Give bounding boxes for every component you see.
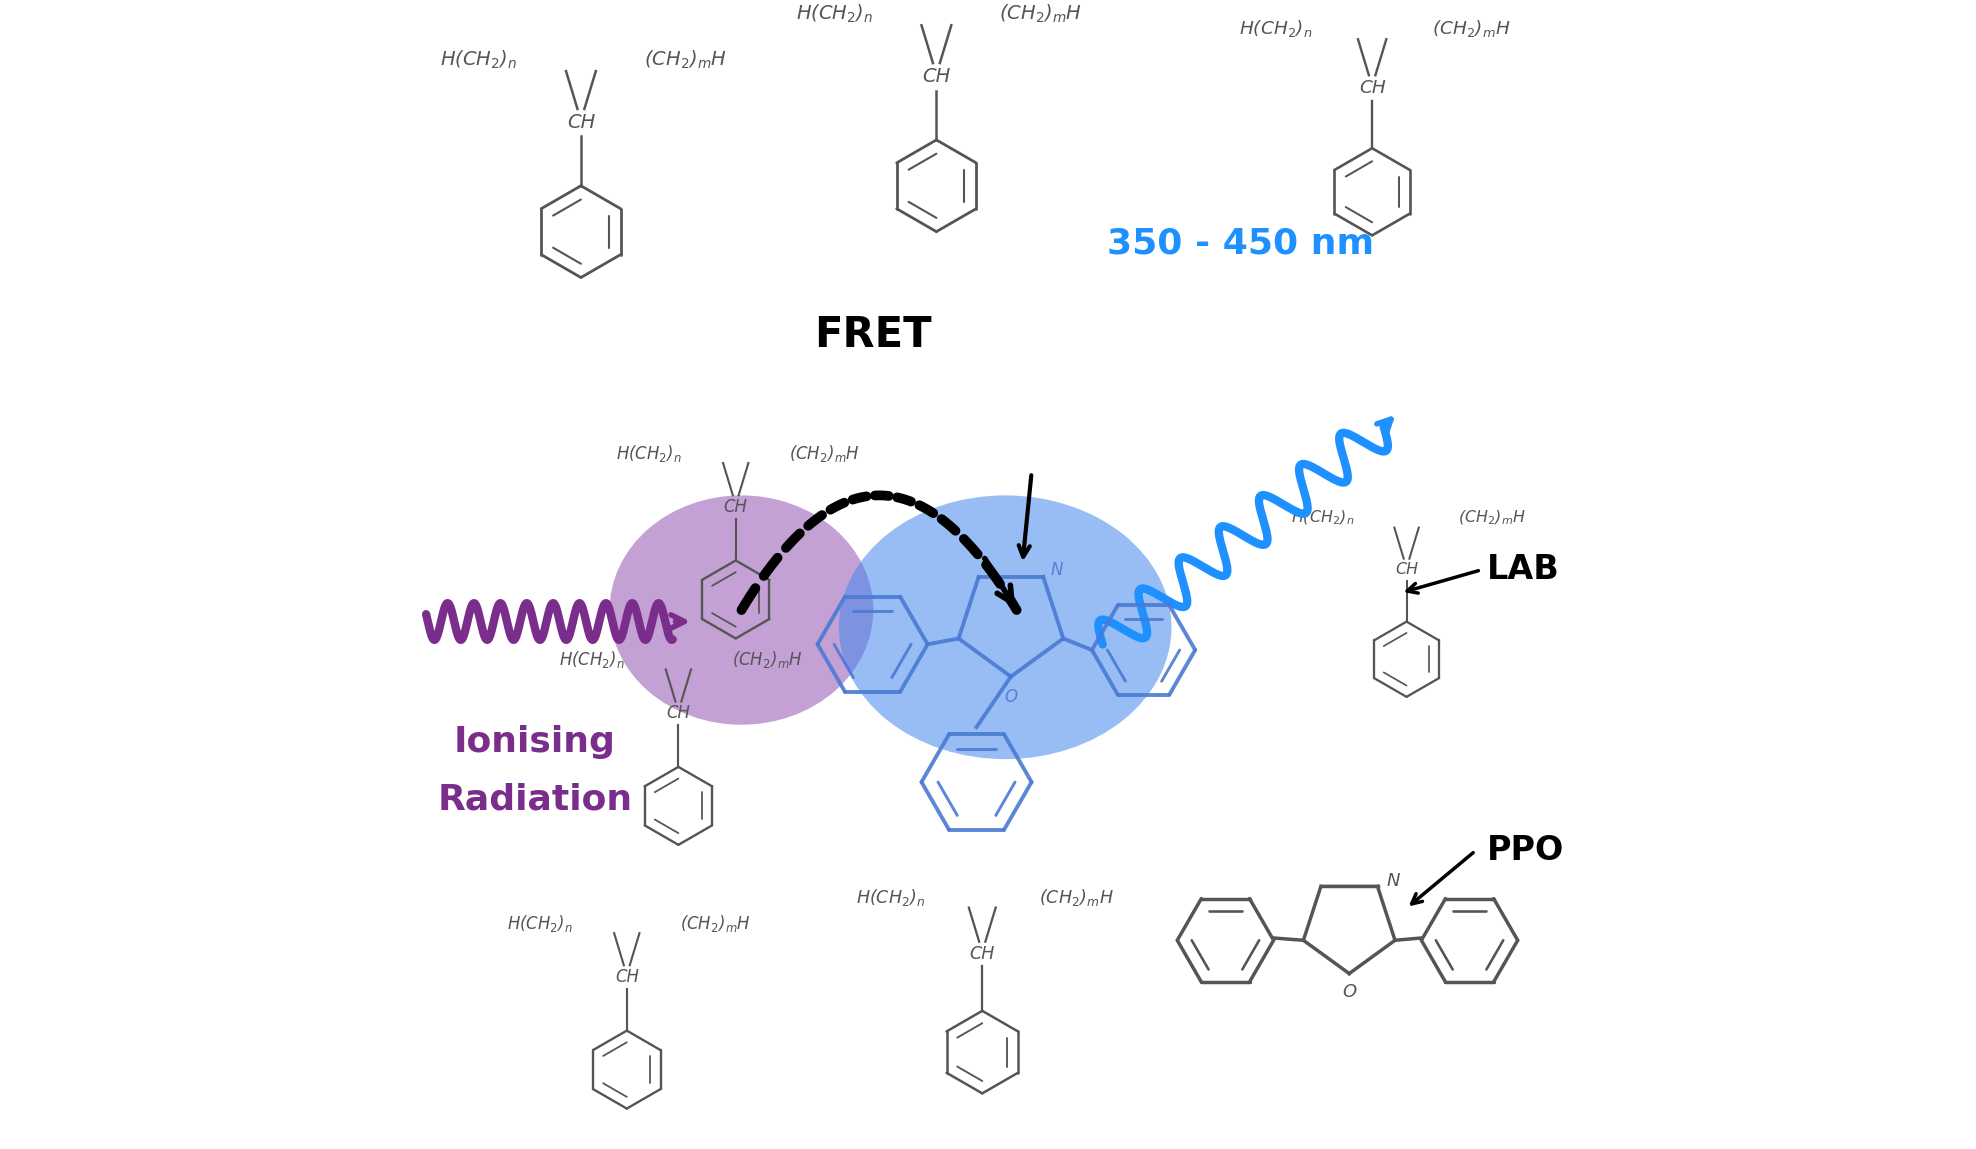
Text: LAB: LAB	[1486, 554, 1559, 586]
Text: H(CH$_2$)$_n$: H(CH$_2$)$_n$	[559, 649, 624, 670]
Text: (CH$_2$)$_m$H: (CH$_2$)$_m$H	[731, 649, 802, 670]
Text: CH: CH	[615, 967, 638, 986]
Text: H(CH$_2$)$_n$: H(CH$_2$)$_n$	[856, 887, 925, 908]
Text: (CH$_2$)$_m$H: (CH$_2$)$_m$H	[788, 442, 860, 464]
Text: FRET: FRET	[814, 314, 933, 356]
Text: CH: CH	[970, 946, 996, 963]
Text: H(CH$_2$)$_n$: H(CH$_2$)$_n$	[441, 48, 518, 71]
Text: 350 - 450 nm: 350 - 450 nm	[1107, 226, 1373, 260]
Text: (CH$_2$)$_m$H: (CH$_2$)$_m$H	[1039, 887, 1114, 908]
Text: CH: CH	[923, 68, 950, 86]
Ellipse shape	[609, 495, 873, 725]
Text: N: N	[1387, 872, 1401, 889]
Text: CH: CH	[1359, 79, 1385, 98]
Text: CH: CH	[1395, 562, 1419, 578]
Text: O: O	[1004, 688, 1018, 707]
Text: CH: CH	[567, 114, 595, 132]
Text: H(CH$_2$)$_n$: H(CH$_2$)$_n$	[508, 913, 573, 934]
Text: (CH$_2$)$_m$H: (CH$_2$)$_m$H	[680, 913, 751, 934]
Text: (CH$_2$)$_m$H: (CH$_2$)$_m$H	[644, 48, 727, 71]
Text: H(CH$_2$)$_n$: H(CH$_2$)$_n$	[796, 2, 873, 25]
Text: H(CH$_2$)$_n$: H(CH$_2$)$_n$	[617, 442, 682, 464]
Text: CH: CH	[666, 704, 690, 723]
Text: (CH$_2$)$_m$H: (CH$_2$)$_m$H	[1000, 2, 1083, 25]
Text: Radiation: Radiation	[437, 782, 632, 816]
Text: O: O	[1342, 982, 1356, 1001]
Text: PPO: PPO	[1486, 834, 1565, 867]
Text: Ionising: Ionising	[454, 725, 617, 759]
Text: (CH$_2$)$_m$H: (CH$_2$)$_m$H	[1433, 18, 1512, 39]
Text: (CH$_2$)$_m$H: (CH$_2$)$_m$H	[1458, 509, 1525, 527]
Text: CH: CH	[723, 498, 747, 516]
Text: H(CH$_2$)$_n$: H(CH$_2$)$_n$	[1239, 18, 1312, 39]
Text: N: N	[1051, 561, 1063, 579]
Text: H(CH$_2$)$_n$: H(CH$_2$)$_n$	[1292, 509, 1356, 527]
Ellipse shape	[840, 495, 1172, 759]
